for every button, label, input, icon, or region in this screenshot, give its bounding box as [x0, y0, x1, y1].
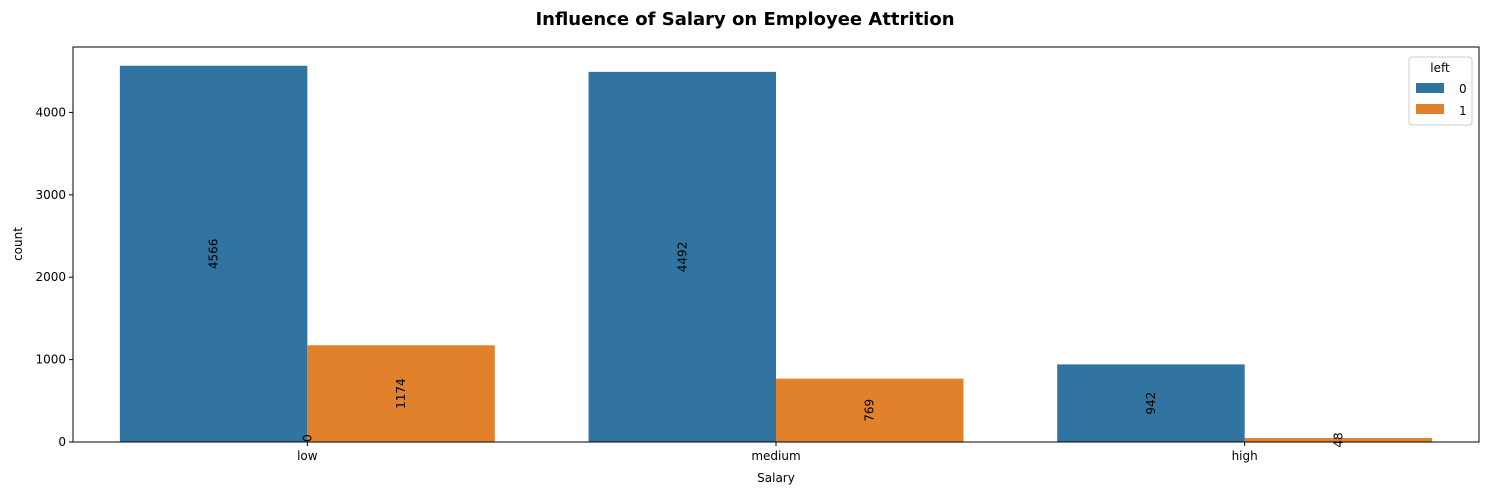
legend-label-series-1: 1	[1459, 104, 1467, 118]
y-axis: 0 1000 2000 3000 4000	[35, 105, 73, 449]
data-label-low-series-0: 4566	[207, 239, 221, 270]
x-axis-label: Salary	[757, 471, 795, 485]
chart-title: Influence of Salary on Employee Attritio…	[535, 9, 954, 30]
bar-low-series-0	[119, 65, 308, 442]
data-label-high-series-1: 48	[1331, 432, 1345, 447]
bar-high-series-1	[1244, 438, 1433, 442]
y-tick-label: 4000	[35, 105, 66, 119]
legend: left 0 1	[1408, 56, 1473, 126]
data-label-low-series-1: 1174	[394, 378, 408, 409]
bar-high-series-0	[1057, 364, 1245, 442]
data-label-high-series-0: 942	[1144, 392, 1158, 415]
plot-area: 4566 4492 942 1174 769 48 0	[119, 65, 1433, 448]
y-tick-label: 2000	[35, 270, 66, 284]
x-tick-label-medium: medium	[751, 449, 800, 463]
x-axis: low medium high	[297, 442, 1258, 463]
data-label-medium-series-1: 769	[863, 399, 877, 422]
bar-medium-series-1	[776, 378, 964, 442]
bar-low-series-1	[307, 345, 495, 442]
bar-medium-series-0	[588, 71, 776, 443]
y-tick-label: 1000	[35, 353, 66, 367]
data-label-medium-series-0: 4492	[675, 242, 689, 273]
extra-label-0: 0	[300, 434, 314, 442]
x-tick-label-high: high	[1232, 449, 1258, 463]
y-axis-label: count	[11, 227, 25, 261]
x-tick-label-low: low	[297, 449, 318, 463]
y-tick-label: 0	[58, 435, 66, 449]
y-tick-label: 3000	[35, 188, 66, 202]
legend-title: left	[1430, 61, 1450, 75]
legend-swatch-series-1	[1416, 104, 1444, 114]
legend-swatch-series-0	[1416, 83, 1444, 93]
legend-label-series-0: 0	[1459, 82, 1467, 96]
